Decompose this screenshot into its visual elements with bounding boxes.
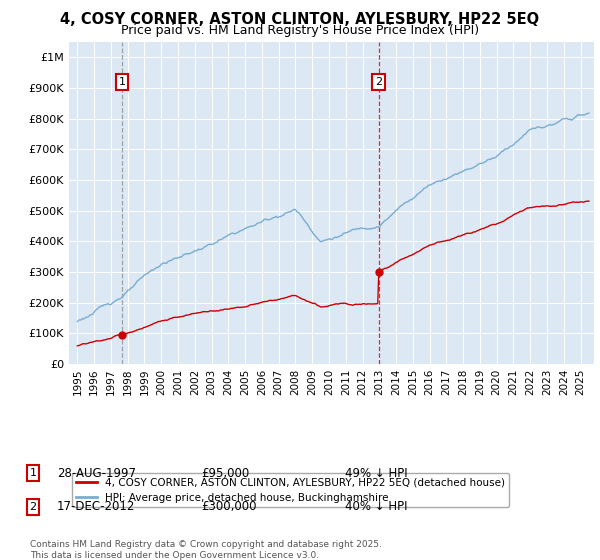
Text: 17-DEC-2012: 17-DEC-2012 (57, 500, 136, 514)
Text: 40% ↓ HPI: 40% ↓ HPI (345, 500, 407, 514)
Text: 28-AUG-1997: 28-AUG-1997 (57, 466, 136, 480)
Text: Price paid vs. HM Land Registry's House Price Index (HPI): Price paid vs. HM Land Registry's House … (121, 24, 479, 36)
Legend: 4, COSY CORNER, ASTON CLINTON, AYLESBURY, HP22 5EQ (detached house), HPI: Averag: 4, COSY CORNER, ASTON CLINTON, AYLESBURY… (71, 473, 509, 507)
Text: 49% ↓ HPI: 49% ↓ HPI (345, 466, 407, 480)
Text: 4, COSY CORNER, ASTON CLINTON, AYLESBURY, HP22 5EQ: 4, COSY CORNER, ASTON CLINTON, AYLESBURY… (61, 12, 539, 27)
Text: 1: 1 (119, 77, 125, 87)
Text: 2: 2 (375, 77, 382, 87)
Text: 2: 2 (29, 502, 37, 512)
Text: £300,000: £300,000 (201, 500, 257, 514)
Text: £95,000: £95,000 (201, 466, 249, 480)
Text: Contains HM Land Registry data © Crown copyright and database right 2025.
This d: Contains HM Land Registry data © Crown c… (30, 540, 382, 560)
Text: 1: 1 (29, 468, 37, 478)
